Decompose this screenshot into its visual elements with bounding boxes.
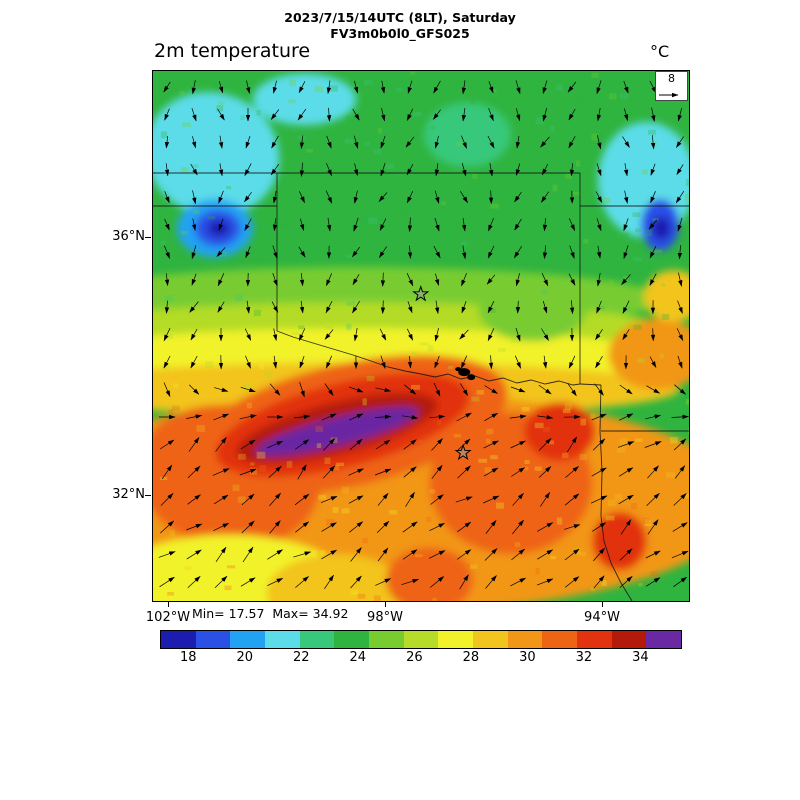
lat-label-32n: 32°N <box>112 487 145 502</box>
valid-time-title: 2023/7/15/14UTC (8LT), Saturday <box>284 10 516 25</box>
colorbar-segment <box>473 631 508 648</box>
map-panel <box>152 70 690 602</box>
colorbar-tick-label: 24 <box>349 650 367 665</box>
wind-reference-value: 8 <box>668 72 675 85</box>
colorbar-tick-label: 28 <box>462 650 480 665</box>
station-star-icon <box>454 443 472 461</box>
plot-title: 2m temperature <box>154 40 311 62</box>
colorbar-tick-label: 30 <box>519 650 536 665</box>
lake-shapes <box>455 367 476 381</box>
colorbar-segment <box>299 631 335 648</box>
colorbar-segment <box>230 631 266 648</box>
temperature-map <box>153 71 689 601</box>
colorbar-segment <box>507 631 543 648</box>
colorbar-tick-label: 22 <box>293 650 310 665</box>
lon-label-102w: 102°W <box>145 610 191 625</box>
colorbar-segment <box>403 631 439 648</box>
colorbar-segment <box>611 631 647 648</box>
colorbar-segment <box>161 631 196 648</box>
colorbar-tick-label: 18 <box>179 650 197 665</box>
colorbar-tick-label: 32 <box>575 650 593 665</box>
colorbar-tick-label: 34 <box>632 650 649 665</box>
colorbar-segment <box>265 631 300 648</box>
units-label: °C <box>650 42 670 61</box>
colorbar-segment <box>438 631 474 648</box>
colorbar-segment <box>646 631 682 648</box>
wind-vector-arrows <box>158 80 689 590</box>
temperature-field-blobs <box>153 73 689 601</box>
lat-label-36n: 36°N <box>112 229 145 244</box>
lat-axis-tick <box>145 237 151 238</box>
lat-axis-tick <box>145 495 151 496</box>
lon-axis-tick <box>385 601 386 607</box>
model-name-title: FV3m0b0l0_GFS025 <box>330 26 470 41</box>
station-star-markers <box>412 285 472 461</box>
wind-reference-arrow-icon <box>659 92 679 98</box>
colorbar-segment <box>542 631 578 648</box>
colorbar-segment <box>369 631 404 648</box>
lon-label-98w: 98°W <box>367 610 403 625</box>
colorbar-segment <box>577 631 612 648</box>
colorbar-tick-label: 20 <box>236 650 254 665</box>
lon-axis-tick <box>168 601 169 607</box>
colorbar-tick-label: 26 <box>406 650 423 665</box>
wind-reference-legend: 8 <box>655 71 688 101</box>
station-star-icon <box>412 285 430 302</box>
temperature-colorbar <box>160 630 682 649</box>
colorbar-segment <box>195 631 231 648</box>
colorbar-segment <box>334 631 370 648</box>
lon-axis-tick <box>602 601 603 607</box>
lon-label-94w: 94°W <box>584 610 620 625</box>
min-max-stats: Min= 17.57 Max= 34.92 <box>192 606 349 621</box>
